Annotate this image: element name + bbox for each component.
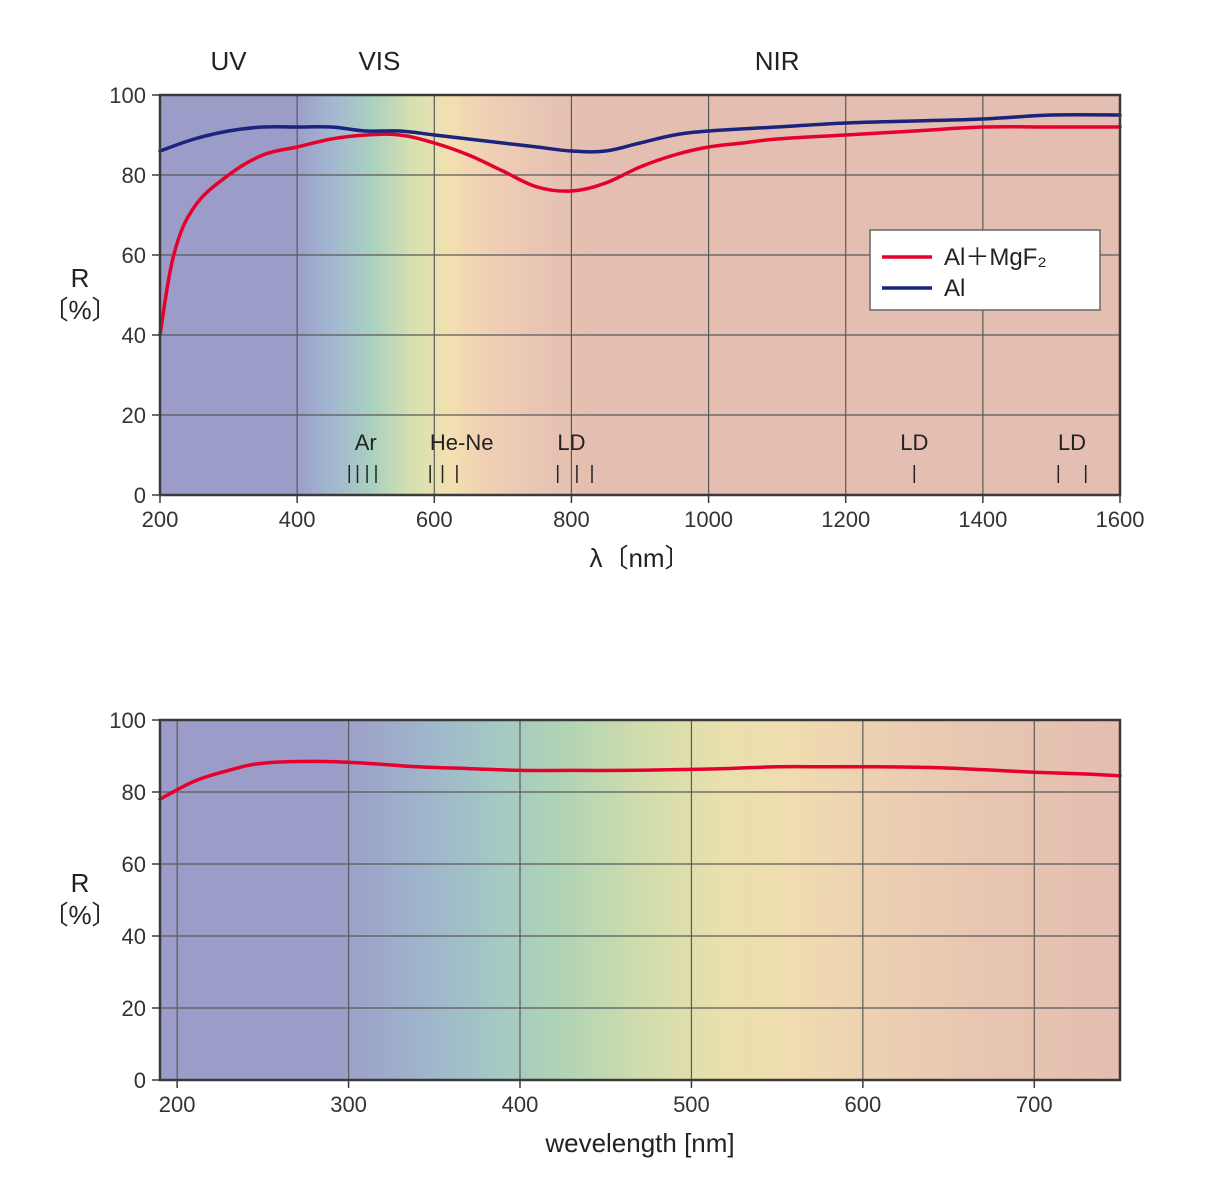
ytick-label: 20 <box>122 996 146 1021</box>
ytick-label: 80 <box>122 780 146 805</box>
xtick-label: 800 <box>553 507 590 532</box>
ytick-label: 100 <box>109 83 146 108</box>
xtick-label: 1400 <box>958 507 1007 532</box>
xtick-label: 400 <box>502 1092 539 1117</box>
xtick-label: 200 <box>142 507 179 532</box>
legend-label: Al＋MgF₂ <box>944 244 1047 271</box>
marker-label: He-Ne <box>430 430 494 455</box>
marker-label: LD <box>557 430 585 455</box>
y-axis-label-top: R <box>71 868 90 898</box>
region-label: UV <box>211 46 248 76</box>
ytick-label: 80 <box>122 163 146 188</box>
legend-label: Al <box>944 275 965 302</box>
xtick-label: 200 <box>159 1092 196 1117</box>
x-axis-label: wevelength [nm] <box>544 1128 734 1158</box>
xtick-label: 300 <box>330 1092 367 1117</box>
xtick-label: 1000 <box>684 507 733 532</box>
plot-background <box>160 720 1120 1080</box>
x-axis-label: λ〔nm〕 <box>589 543 690 573</box>
y-axis-label-top: R <box>71 263 90 293</box>
xtick-label: 500 <box>673 1092 710 1117</box>
xtick-label: 600 <box>416 507 453 532</box>
ytick-label: 40 <box>122 323 146 348</box>
ytick-label: 20 <box>122 403 146 428</box>
ytick-label: 60 <box>122 243 146 268</box>
marker-label: Ar <box>355 430 377 455</box>
ytick-label: 60 <box>122 852 146 877</box>
marker-label: LD <box>1058 430 1086 455</box>
y-axis-label-bottom: 〔%〕 <box>42 900 117 930</box>
ytick-label: 0 <box>134 483 146 508</box>
marker-label: LD <box>900 430 928 455</box>
charts-canvas: UVVISNIRArHe-NeLDLDLDAl＋MgF₂Al2004006008… <box>0 0 1206 1187</box>
ytick-label: 100 <box>109 708 146 733</box>
xtick-label: 600 <box>844 1092 881 1117</box>
y-axis-label-bottom: 〔%〕 <box>42 295 117 325</box>
xtick-label: 700 <box>1016 1092 1053 1117</box>
ytick-label: 0 <box>134 1068 146 1093</box>
region-label: VIS <box>358 46 400 76</box>
xtick-label: 1200 <box>821 507 870 532</box>
xtick-label: 1600 <box>1096 507 1145 532</box>
ytick-label: 40 <box>122 924 146 949</box>
xtick-label: 400 <box>279 507 316 532</box>
region-label: NIR <box>755 46 800 76</box>
